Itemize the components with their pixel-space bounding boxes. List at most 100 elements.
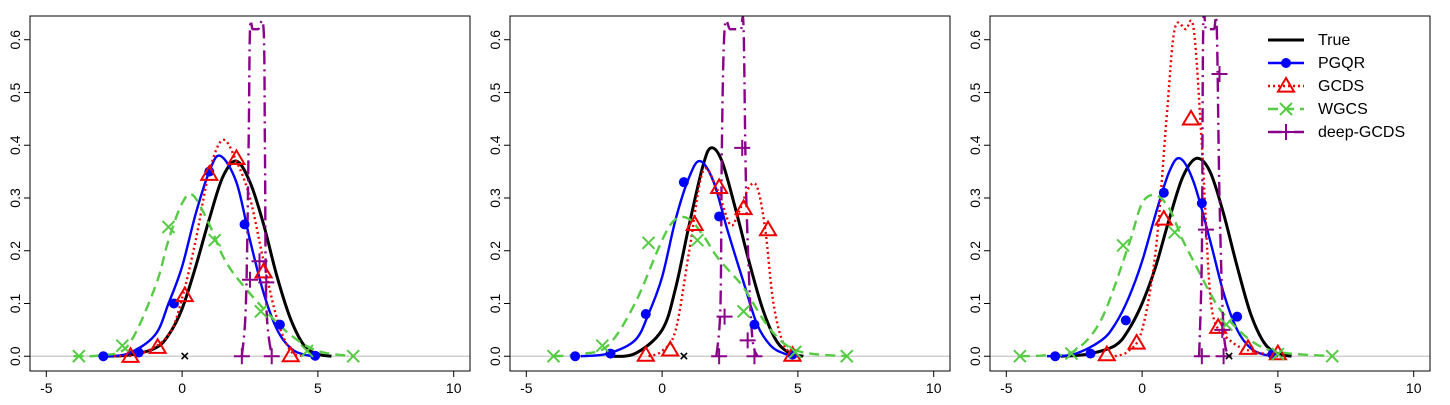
x-tick-label: 0 xyxy=(1138,380,1146,396)
legend-marker-deep-gcds xyxy=(1278,124,1294,140)
marker-pgqr xyxy=(274,319,285,330)
y-tick-label: 0.5 xyxy=(7,83,23,103)
marker-pgqr xyxy=(749,319,760,330)
legend-label-gcds: GCDS xyxy=(1318,78,1364,95)
marker-deep-gcds xyxy=(1214,321,1231,338)
y-tick-label: 0.3 xyxy=(487,188,503,208)
marker-deep-gcds xyxy=(1197,221,1214,238)
x-tick-label: 0 xyxy=(178,380,186,396)
marker-pgqr xyxy=(1196,198,1207,209)
marker-pgqr xyxy=(1158,187,1169,198)
marker-gcds xyxy=(1268,343,1288,361)
marker-wgcs xyxy=(595,338,610,353)
marker-deep-gcds xyxy=(251,253,268,270)
marker-pgqr xyxy=(1085,348,1096,359)
series-line-true xyxy=(607,146,804,358)
series-line-wgcs xyxy=(73,192,354,358)
marker-deep-gcds xyxy=(233,348,250,365)
legend-marker-gcds xyxy=(1276,76,1296,93)
marker-deep-gcds xyxy=(1211,66,1228,83)
chart-panel-right: × -5 0 5 10 0.0 0.1 0.2 0.3 0.4 0.5 0.6 True PGQR GCDS… xyxy=(967,15,1431,396)
y-tick-label: 0.0 xyxy=(487,346,503,366)
y-tick-label: 0.0 xyxy=(967,346,983,366)
legend: True PGQR GCDS WGCS deep-GCDS xyxy=(1268,32,1405,141)
marker-deep-gcds xyxy=(739,332,756,349)
x-tick-label: 0 xyxy=(658,380,666,396)
chart-panel-left: × -5 0 5 10 0.0 0.1 0.2 0.3 0.4 0.5 0.6 xyxy=(7,15,471,396)
x-tick-label: -5 xyxy=(40,380,53,396)
marker-wgcs xyxy=(1271,347,1285,361)
marker-wgcs xyxy=(546,349,561,363)
marker-pgqr xyxy=(239,219,250,230)
marker-deep-gcds xyxy=(263,348,280,365)
marker-gcds xyxy=(147,337,168,354)
series-line-true xyxy=(100,159,332,358)
x-tick-label: 10 xyxy=(1406,380,1422,396)
marker-gcds xyxy=(1238,338,1258,355)
series-line-true xyxy=(1060,156,1292,358)
legend-marker-wgcs xyxy=(1279,102,1293,116)
y-tick-label: 0.6 xyxy=(967,30,983,50)
marker-wgcs xyxy=(1116,238,1130,253)
y-tick-label: 0.1 xyxy=(967,294,983,314)
marker-wgcs xyxy=(72,349,86,363)
reference-point-mark: × xyxy=(679,348,688,365)
marker-deep-gcds xyxy=(1215,348,1232,365)
marker-gcds xyxy=(684,214,705,231)
legend-marker-pgqr xyxy=(1281,58,1291,68)
marker-deep-gcds xyxy=(1193,348,1210,365)
marker-wgcs xyxy=(254,304,268,319)
chart-panel-middle: × -5 0 5 10 0.0 0.1 0.2 0.3 0.4 0.5 0.6 xyxy=(487,15,951,396)
marker-deep-gcds xyxy=(734,139,751,156)
plot-area xyxy=(72,19,360,365)
legend-label-wgcs: WGCS xyxy=(1318,101,1368,118)
x-tick-label: -5 xyxy=(520,380,533,396)
marker-deep-gcds xyxy=(242,271,258,288)
marker-gcds xyxy=(199,164,220,181)
y-tick-label: 0.4 xyxy=(7,135,23,155)
marker-wgcs xyxy=(641,236,656,250)
marker-gcds xyxy=(758,219,778,237)
x-tick-label: 5 xyxy=(794,380,802,396)
marker-gcds xyxy=(253,261,274,279)
marker-wgcs xyxy=(207,233,222,247)
marker-gcds xyxy=(709,177,729,195)
y-tick-label: 0.2 xyxy=(487,241,503,261)
marker-gcds xyxy=(175,285,195,303)
x-tick-label: 5 xyxy=(1274,380,1282,396)
x-tick-label: 10 xyxy=(926,380,942,396)
x-tick-label: 10 xyxy=(446,380,462,396)
marker-wgcs xyxy=(1064,346,1079,361)
marker-pgqr xyxy=(714,211,725,222)
series-line-wgcs xyxy=(1019,193,1333,358)
plot-area xyxy=(1013,16,1339,365)
x-tick-label: 5 xyxy=(314,380,322,396)
marker-wgcs xyxy=(346,349,360,363)
marker-wgcs xyxy=(161,220,176,234)
series-line-gcds xyxy=(114,138,305,358)
y-tick-label: 0.2 xyxy=(7,241,23,261)
y-tick-label: 0.6 xyxy=(487,30,503,50)
marker-pgqr xyxy=(98,351,109,362)
y-tick-label: 0.1 xyxy=(487,294,503,314)
marker-gcds xyxy=(1126,333,1147,350)
marker-gcds xyxy=(1154,209,1174,226)
marker-wgcs xyxy=(1167,225,1182,239)
marker-pgqr xyxy=(1050,351,1061,362)
series-line-deep-gcds xyxy=(1197,16,1231,357)
y-tick-label: 0.0 xyxy=(7,346,23,366)
y-tick-label: 0.6 xyxy=(7,30,23,50)
series-line-gcds xyxy=(1114,19,1279,358)
y-tick-label: 0.5 xyxy=(487,83,503,103)
marker-gcds xyxy=(280,345,301,363)
y-tick-label: 0.3 xyxy=(967,188,983,208)
y-tick-label: 0.5 xyxy=(967,83,983,103)
x-tick-label: -5 xyxy=(1000,380,1013,396)
marker-wgcs xyxy=(736,304,751,319)
marker-deep-gcds xyxy=(258,274,275,291)
marker-wgcs xyxy=(1013,349,1027,363)
marker-wgcs xyxy=(788,345,802,359)
marker-gcds xyxy=(733,198,754,216)
